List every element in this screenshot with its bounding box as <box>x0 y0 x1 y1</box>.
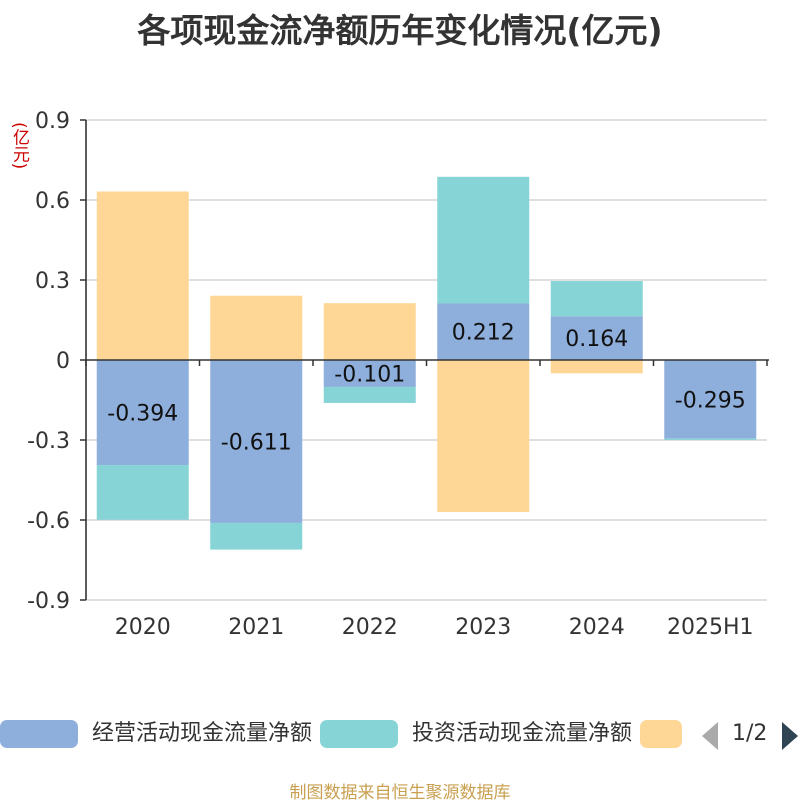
y-tick-label: 0 <box>56 349 70 374</box>
bar-operating-2022 <box>323 360 416 387</box>
bar-financing-2020 <box>96 191 189 360</box>
x-tick-label: 2023 <box>455 615 511 640</box>
bar-operating-2025H1 <box>664 360 757 439</box>
legend-label-operating: 经营活动现金流量净额 <box>92 721 313 746</box>
bar-investing-2021 <box>210 522 303 550</box>
y-tick-label: -0.6 <box>27 509 70 534</box>
y-tick-label: 0.9 <box>35 109 70 134</box>
triangle-right-icon[interactable] <box>782 722 798 750</box>
data-label-operating: -0.394 <box>107 402 178 427</box>
data-label-operating: -0.101 <box>334 362 405 387</box>
legend-page-indicator: 1/2 <box>732 721 768 746</box>
bar-investing-2025H1 <box>664 438 757 440</box>
y-tick-label: -0.9 <box>27 589 70 614</box>
data-label-operating: 0.212 <box>452 321 515 346</box>
y-tick-label: -0.3 <box>27 429 70 454</box>
bar-investing-2023 <box>437 176 530 304</box>
y-tick-label: 0.3 <box>35 269 70 294</box>
bar-operating-2021 <box>210 360 303 523</box>
data-source-note: 制图数据来自恒生聚源数据库 <box>289 783 511 803</box>
cash-flow-chart: 0.9 0.6 0.3 0 -0.3 -0.6 -0.9 2020 2021 2022 2023 20… <box>27 109 769 640</box>
x-tick-label: 2022 <box>342 615 398 640</box>
triangle-left-icon[interactable] <box>702 722 718 750</box>
legend: 经营活动现金流量净额 投资活动现金流量净额 1/2 <box>0 714 800 754</box>
data-label-operating: -0.295 <box>675 388 746 413</box>
bar-investing-2020 <box>96 465 189 520</box>
data-label-operating: 0.164 <box>565 327 628 352</box>
x-tick-label: 2024 <box>569 615 625 640</box>
legend-label-investing: 投资活动现金流量净额 <box>412 721 633 746</box>
chart-title: 各项现金流净额历年变化情况(亿元) <box>137 11 663 50</box>
data-label-operating: -0.611 <box>221 430 292 455</box>
bar-financing-2021 <box>210 295 303 360</box>
y-tick-label: 0.6 <box>35 189 70 214</box>
bar-investing-2022 <box>323 386 416 403</box>
x-tick-label: 2021 <box>228 615 284 640</box>
legend-swatch-operating <box>0 720 78 748</box>
bar-operating-2020 <box>96 360 189 466</box>
bar-financing-2024 <box>550 360 643 374</box>
legend-swatch-financing <box>640 720 682 748</box>
bar-financing-2023 <box>437 360 530 512</box>
bar-financing-2022 <box>323 303 416 360</box>
bar-investing-2024 <box>550 281 643 317</box>
legend-swatch-investing <box>320 720 398 748</box>
x-tick-label: 2020 <box>115 615 171 640</box>
y-axis-unit-label: (亿元) <box>9 122 29 170</box>
x-tick-label: 2025H1 <box>667 615 754 640</box>
bar-operating-2024 <box>550 316 643 360</box>
bar-operating-2023 <box>437 303 530 360</box>
